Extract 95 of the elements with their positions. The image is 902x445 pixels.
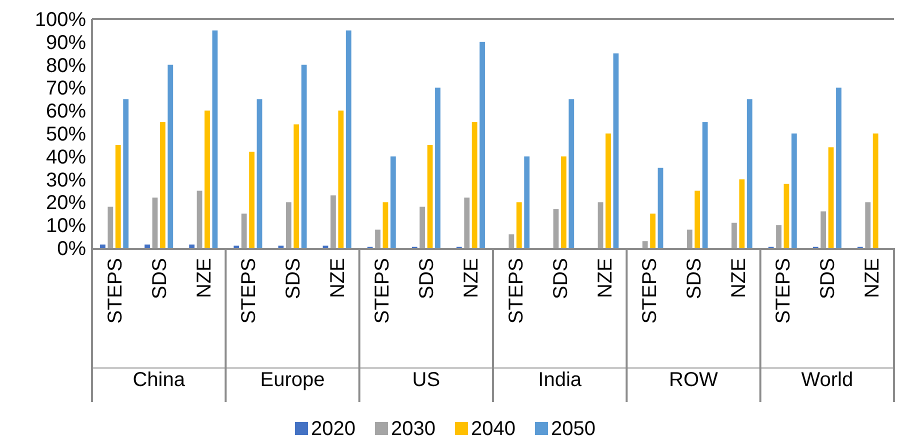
x-tick-label: SDS: [416, 258, 438, 300]
text: India: [538, 369, 582, 391]
bar: [516, 202, 522, 248]
x-tick-label: NZE: [460, 258, 483, 298]
bar: [480, 42, 485, 248]
text: US: [412, 369, 440, 391]
x-tick-label: STEPS: [772, 258, 795, 324]
x-tick-label: STEPS: [505, 258, 528, 324]
bar: [694, 190, 700, 248]
x-tick-label: SDS: [817, 258, 840, 300]
bar: [642, 241, 648, 248]
bar: [160, 122, 166, 248]
bar: [472, 122, 478, 248]
bar: [168, 64, 174, 248]
x-tick-label: STEPS: [104, 258, 126, 324]
x-tick-label: SDS: [550, 258, 572, 300]
x-tick-label: NZE: [862, 258, 884, 298]
legend-label: 2020: [311, 418, 356, 440]
bar: [872, 134, 878, 248]
bar: [420, 206, 426, 248]
bar: [613, 53, 619, 248]
bar: [390, 156, 396, 248]
bar: [427, 144, 433, 248]
text: ROW: [669, 369, 718, 391]
y-tick-label: 90%: [46, 32, 86, 54]
y-tick-label: 70%: [46, 78, 86, 100]
bar: [249, 152, 254, 248]
x-tick-label: NZE: [327, 258, 350, 298]
text: Europe: [260, 369, 325, 391]
x-tick-label: SDS: [282, 258, 304, 300]
bar: [865, 202, 871, 248]
bar: [286, 202, 292, 248]
bar: [791, 134, 797, 248]
bar: [658, 168, 664, 248]
bar: [435, 88, 440, 248]
bar: [382, 202, 388, 248]
x-tick-label: STEPS: [372, 258, 394, 324]
bar: [606, 134, 611, 248]
bar: [294, 124, 300, 248]
bar: [301, 64, 307, 248]
bar: [568, 99, 574, 248]
bar: [108, 206, 114, 248]
legend-label: 2050: [551, 418, 596, 440]
bar: [739, 179, 745, 248]
legend-label: 2040: [471, 418, 516, 440]
bar: [836, 88, 842, 248]
bar: [330, 195, 336, 248]
y-tick-label: 40%: [46, 146, 86, 168]
legend-label: 2030: [391, 418, 436, 440]
x-tick-label: SDS: [684, 258, 706, 300]
bar: [828, 147, 834, 248]
bar: [256, 99, 262, 248]
bar: [123, 99, 129, 248]
bar: [196, 190, 202, 248]
bar: [338, 110, 344, 248]
bar: [152, 198, 158, 248]
bar: [212, 30, 218, 248]
x-tick-label: STEPS: [238, 258, 260, 324]
x-tick-label: NZE: [594, 258, 616, 298]
bar: [115, 144, 121, 248]
bar: [508, 234, 514, 248]
x-tick-label: SDS: [148, 258, 171, 300]
y-tick-label: 0%: [57, 238, 86, 260]
x-tick-label: NZE: [728, 258, 750, 298]
bar: [650, 214, 656, 248]
bar: [204, 110, 210, 248]
bar: [100, 244, 106, 248]
bar: [784, 184, 790, 248]
text: China: [132, 369, 186, 391]
bar: [464, 198, 470, 248]
y-tick-label: 10%: [46, 215, 86, 238]
y-tick-label: 80%: [46, 54, 86, 77]
bar: [598, 202, 604, 248]
bar: [375, 230, 380, 248]
bar: [732, 222, 737, 248]
bar: [702, 122, 708, 248]
bar: [144, 244, 150, 248]
x-tick-label: STEPS: [638, 258, 661, 324]
bar: [553, 209, 559, 248]
y-tick-label: 20%: [46, 192, 86, 214]
bar: [560, 156, 566, 248]
bar: [241, 214, 247, 248]
bar: [776, 225, 782, 248]
bar: [346, 30, 352, 248]
bar: [686, 230, 692, 248]
y-tick-label: 100%: [34, 9, 86, 31]
bar: [746, 99, 752, 248]
x-tick-label: NZE: [193, 258, 216, 298]
y-tick-label: 30%: [46, 169, 86, 192]
y-tick-label: 60%: [46, 100, 86, 123]
y-tick-label: 50%: [46, 124, 86, 146]
bar: [189, 244, 195, 248]
text: World: [801, 369, 854, 391]
bar: [820, 211, 826, 248]
bar: [524, 156, 530, 248]
